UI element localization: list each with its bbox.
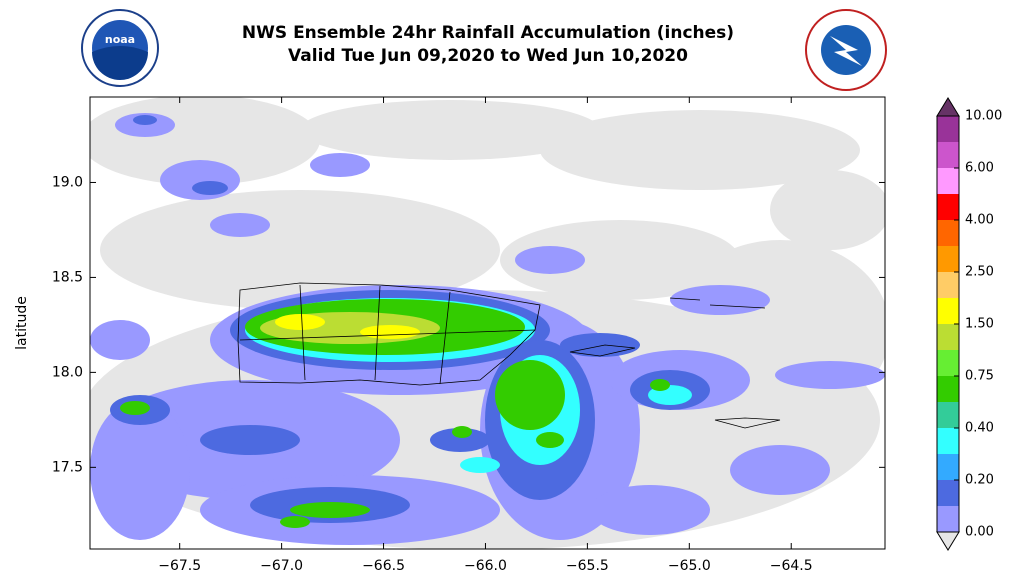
- colorbar-label: 0.75: [965, 369, 994, 384]
- y-tick-label: 19.0: [52, 174, 83, 190]
- colorbar-segment: [937, 506, 959, 532]
- colorbar-segment: [937, 350, 959, 376]
- colorbar-segment: [937, 324, 959, 350]
- logo-text: noaa: [105, 33, 135, 46]
- colorbar-segment: [937, 194, 959, 220]
- colorbar-segment: [937, 480, 959, 506]
- colorbar-extend-high: [936, 97, 960, 117]
- colorbar-label: 0.20: [965, 473, 994, 488]
- colorbar-segment: [937, 220, 959, 246]
- colorbar-segment: [937, 454, 959, 480]
- title: NWS Ensemble 24hr Rainfall Accumulation …: [242, 23, 734, 43]
- nws-logo: [805, 9, 887, 91]
- x-tick-label: −67.5: [158, 558, 201, 574]
- colorbar-label: 6.00: [965, 161, 994, 176]
- colorbar-segment: [937, 402, 959, 428]
- x-tick-label: −66.0: [464, 558, 507, 574]
- colorbar-extend-low: [936, 531, 960, 551]
- colorbar-label: 1.50: [965, 317, 994, 332]
- y-axis-label: latitude: [14, 296, 30, 350]
- colorbar-label: 0.40: [965, 421, 994, 436]
- colorbar-segment: [937, 168, 959, 194]
- x-tick-label: −66.5: [362, 558, 405, 574]
- map-frame: [89, 96, 886, 550]
- colorbar-segment: [937, 116, 959, 142]
- rainfall-field: [90, 97, 885, 549]
- colorbar-label: 4.00: [965, 213, 994, 228]
- x-tick-label: −64.5: [770, 558, 813, 574]
- colorbar-segment: [937, 428, 959, 454]
- colorbar-segment: [937, 142, 959, 168]
- colorbar-segment: [937, 246, 959, 272]
- y-tick-label: 17.5: [52, 459, 83, 475]
- x-tick-label: −67.0: [260, 558, 303, 574]
- colorbar-label: 0.00: [965, 525, 994, 540]
- y-tick-label: 18.5: [52, 269, 83, 285]
- noaa-logo: noaa: [81, 9, 159, 87]
- x-tick-label: −65.0: [668, 558, 711, 574]
- subtitle: Valid Tue Jun 09,2020 to Wed Jun 10,2020: [288, 46, 688, 66]
- colorbar-segment: [937, 376, 959, 402]
- x-tick-label: −65.5: [566, 558, 609, 574]
- colorbar-segment: [937, 272, 959, 298]
- colorbar-segment: [937, 298, 959, 324]
- colorbar-label: 10.00: [965, 109, 1002, 124]
- y-tick-label: 18.0: [52, 364, 83, 380]
- colorbar-label: 2.50: [965, 265, 994, 280]
